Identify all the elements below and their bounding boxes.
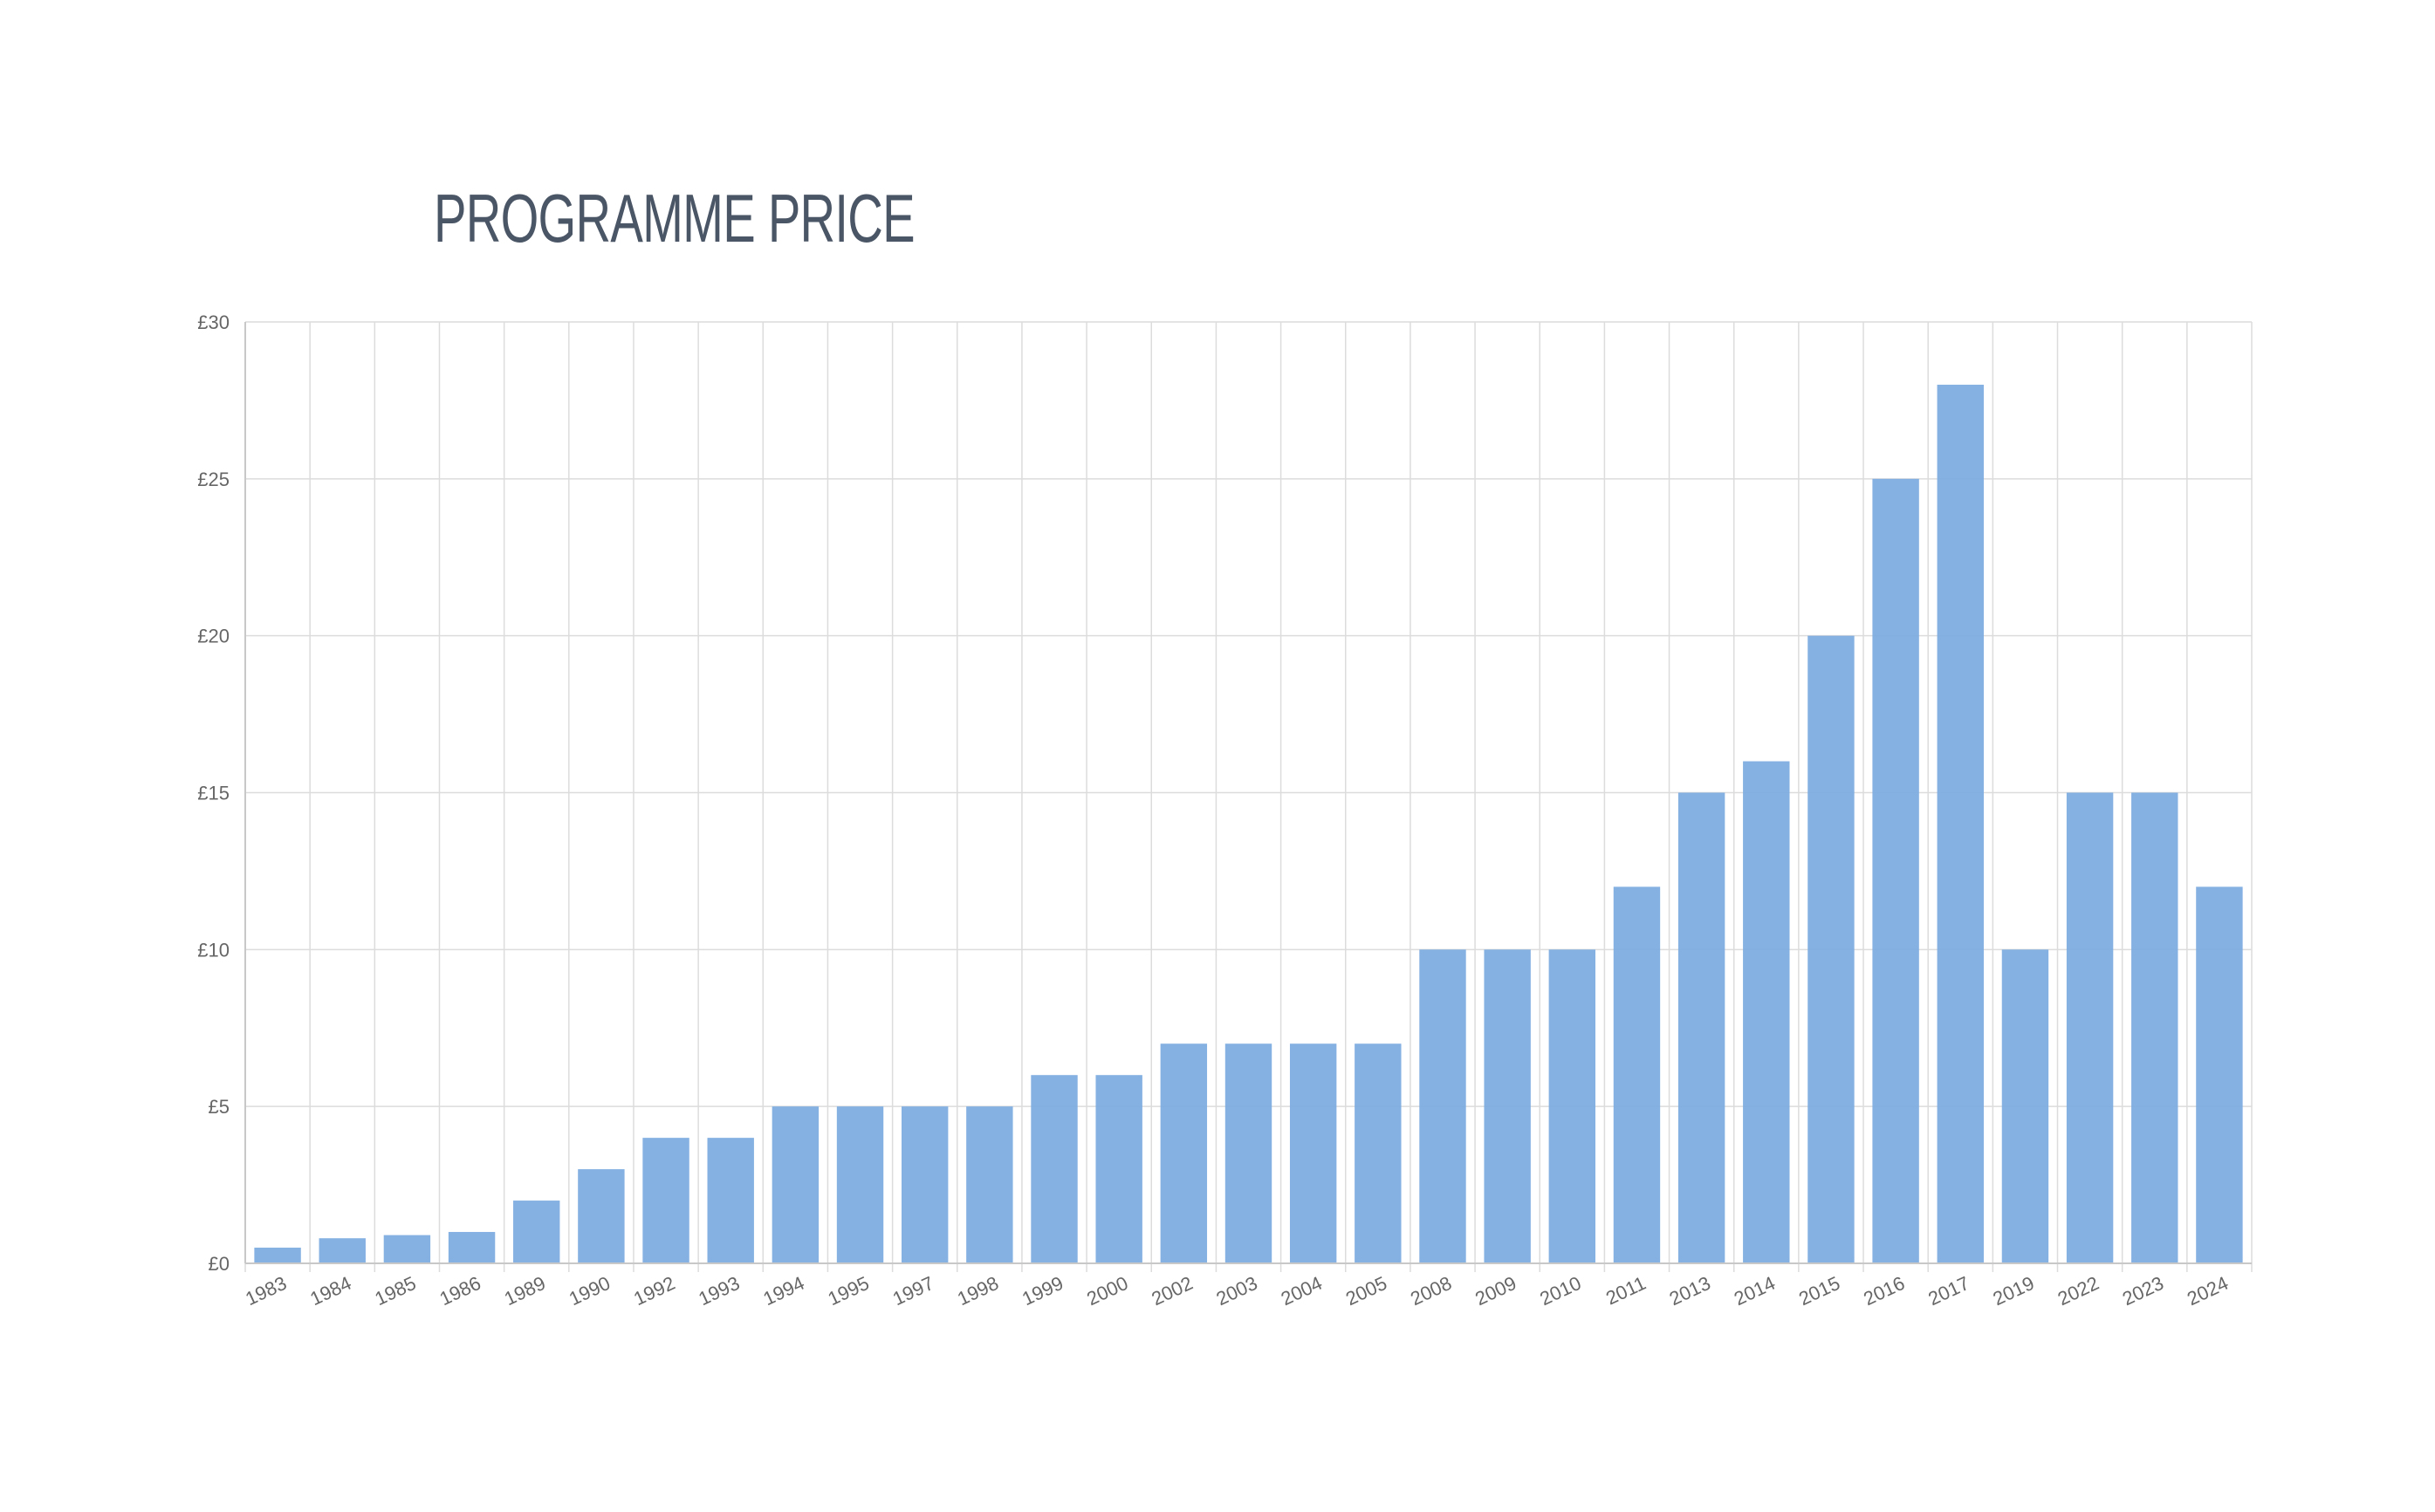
x-tick-label: 2016	[1860, 1272, 1908, 1310]
bar-2017	[1937, 384, 1984, 1263]
x-tick-label: 1990	[566, 1272, 614, 1310]
y-tick-label: £30	[197, 311, 230, 333]
bar-2000	[1095, 1075, 1142, 1263]
x-tick-label: 2023	[2119, 1272, 2167, 1310]
bar-2002	[1160, 1043, 1208, 1263]
bar-2009	[1484, 949, 1531, 1263]
bar-1986	[448, 1232, 496, 1263]
x-tick-label: 2008	[1407, 1272, 1455, 1310]
x-tick-label: 2011	[1602, 1272, 1649, 1310]
bar-1992	[642, 1138, 689, 1263]
x-tick-label: 2009	[1471, 1272, 1519, 1310]
x-tick-label: 2010	[1536, 1272, 1584, 1310]
x-tick-label: 2013	[1666, 1272, 1714, 1310]
x-tick-label: 2024	[2184, 1272, 2232, 1310]
bar-2013	[1677, 792, 1725, 1263]
x-tick-label: 2015	[1795, 1272, 1843, 1310]
x-tick-label: 1999	[1019, 1272, 1067, 1310]
y-tick-label: £10	[197, 939, 230, 961]
x-tick-label: 1994	[760, 1272, 808, 1310]
y-tick-label: £25	[197, 469, 230, 490]
bar-1995	[836, 1106, 884, 1263]
x-tick-label: 2022	[2054, 1272, 2102, 1310]
bar-2003	[1224, 1043, 1272, 1263]
chart-title: PROGRAMME PRICE	[434, 180, 916, 257]
y-tick-label: £0	[209, 1253, 230, 1275]
x-tick-label: 1983	[242, 1272, 290, 1310]
grid-lines	[244, 321, 2253, 1272]
y-tick-label: £5	[209, 1096, 230, 1118]
bar-1983	[254, 1248, 301, 1263]
y-tick-labels: £0 £5 £10 £15 £20 £25 £30	[197, 311, 230, 1275]
x-tick-label: 1997	[889, 1272, 937, 1310]
bar-1993	[707, 1138, 754, 1263]
x-tick-label: 2000	[1083, 1272, 1131, 1310]
bar-2023	[2131, 792, 2178, 1263]
bar-2008	[1419, 949, 1466, 1263]
x-tick-label: 1986	[436, 1272, 484, 1310]
x-tick-label: 1995	[825, 1272, 873, 1310]
bar-2011	[1613, 886, 1661, 1263]
x-tick-label: 1989	[501, 1272, 549, 1310]
y-tick-label: £20	[197, 626, 230, 647]
bar-1994	[772, 1106, 820, 1263]
bar-1999	[1031, 1075, 1078, 1263]
bar-2010	[1548, 949, 1596, 1263]
bar-2024	[2196, 886, 2243, 1263]
x-tick-label: 2003	[1213, 1272, 1261, 1310]
bar-2005	[1355, 1043, 1402, 1263]
bar-2016	[1872, 478, 1919, 1263]
x-tick-label: 1993	[695, 1272, 743, 1310]
axes	[244, 322, 2252, 1264]
x-tick-label: 2002	[1149, 1272, 1197, 1310]
x-tick-label: 2014	[1731, 1272, 1779, 1310]
x-tick-label: 2005	[1342, 1272, 1390, 1310]
bar-1989	[513, 1201, 560, 1263]
x-tick-label: 1998	[954, 1272, 1002, 1310]
bars	[254, 384, 2243, 1263]
bar-2004	[1289, 1043, 1337, 1263]
bar-2014	[1743, 761, 1790, 1263]
x-tick-label: 1985	[372, 1272, 420, 1310]
bar-2019	[2001, 949, 2049, 1263]
x-tick-label: 1984	[306, 1272, 354, 1310]
bar-2015	[1807, 635, 1855, 1263]
x-tick-label: 1992	[630, 1272, 678, 1310]
y-tick-label: £15	[197, 783, 230, 804]
bar-1985	[383, 1235, 431, 1263]
bar-1997	[901, 1106, 949, 1263]
x-tick-label: 2004	[1278, 1272, 1326, 1310]
bar-1984	[319, 1238, 366, 1263]
bar-1998	[966, 1106, 1013, 1263]
x-tick-label: 2017	[1924, 1272, 1972, 1310]
x-tick-labels: 1983 1984 1985 1986 1989 1990 1992 1993 1994 1995…	[242, 1272, 2232, 1310]
bar-1990	[578, 1169, 625, 1263]
bar-2022	[2066, 792, 2114, 1263]
x-tick-label: 2019	[1990, 1272, 2038, 1310]
